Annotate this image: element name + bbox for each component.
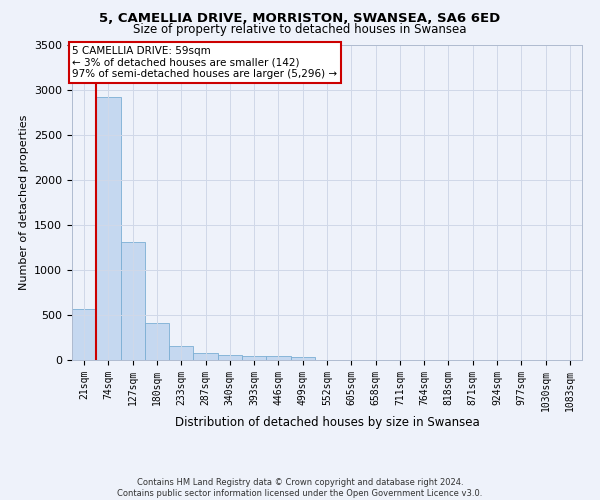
Y-axis label: Number of detached properties: Number of detached properties (19, 115, 29, 290)
Text: 5 CAMELLIA DRIVE: 59sqm
← 3% of detached houses are smaller (142)
97% of semi-de: 5 CAMELLIA DRIVE: 59sqm ← 3% of detached… (73, 46, 338, 79)
Text: 5, CAMELLIA DRIVE, MORRISTON, SWANSEA, SA6 6ED: 5, CAMELLIA DRIVE, MORRISTON, SWANSEA, S… (100, 12, 500, 26)
Text: Contains HM Land Registry data © Crown copyright and database right 2024.
Contai: Contains HM Land Registry data © Crown c… (118, 478, 482, 498)
X-axis label: Distribution of detached houses by size in Swansea: Distribution of detached houses by size … (175, 416, 479, 430)
Bar (242, 356, 266, 360)
Text: Size of property relative to detached houses in Swansea: Size of property relative to detached ho… (133, 22, 467, 36)
Bar (218, 354, 242, 360)
Bar (266, 356, 290, 360)
Bar (72, 308, 96, 360)
Bar (290, 357, 315, 360)
Bar (193, 353, 218, 360)
Bar (96, 97, 121, 360)
Bar (121, 242, 145, 360)
Bar (169, 346, 193, 360)
Bar (145, 323, 169, 360)
